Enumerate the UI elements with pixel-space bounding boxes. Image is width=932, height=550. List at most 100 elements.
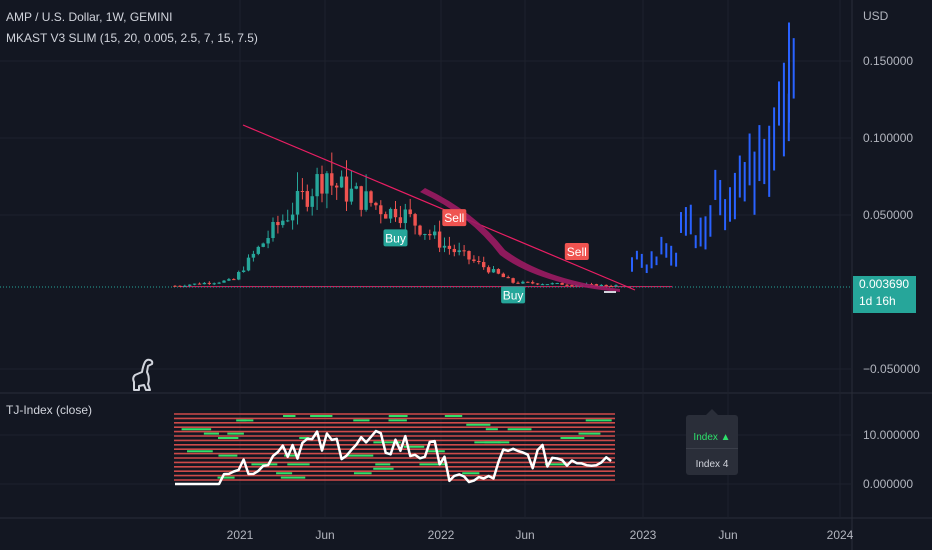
candle-body [310,196,314,207]
candle-body [227,279,231,281]
sell-signal: Sell [564,242,589,260]
last-price-tag: 0.003690 1d 16h [853,276,916,313]
x-tick-label: 2023 [630,528,657,542]
signal-badge [383,229,408,247]
signal-label: Buy [385,231,406,245]
candle-body [609,285,613,287]
candle-body [511,278,515,283]
candle-body [437,231,442,248]
candle-body [398,217,403,224]
signal-label: Sell [444,211,464,225]
x-tick-label: Jun [718,528,737,542]
buy-signal: Buy [501,286,526,304]
sub-y-tick-label: 0.000000 [863,477,913,491]
candle-body [526,281,530,283]
candle-body [545,284,550,286]
currency-label: USD [863,9,889,23]
symbol-title[interactable]: AMP / U.S. Dollar, 1W, GEMINI [6,10,173,24]
candle-body [315,174,319,197]
candle-body [452,248,456,253]
candle-body [335,185,339,188]
candle-body [521,281,525,284]
candle-body [457,250,461,253]
x-tick-label: 2024 [827,528,854,542]
candle-body [433,231,437,236]
sub-y-tick-label: 10.000000 [863,428,920,442]
candle-body [349,188,354,202]
candle-body [540,284,545,286]
buy-signal: Buy [383,229,408,247]
candle-body [467,251,471,260]
signal-label: Buy [503,288,524,302]
candle-body [477,261,481,263]
candle-body [251,253,256,258]
candle-body [379,205,383,215]
candle-body [614,285,618,287]
candle-body [281,220,285,226]
dino-logo-icon[interactable] [128,358,156,392]
candle-body [496,269,501,274]
candle-body [442,245,447,248]
x-tick-label: Jun [315,528,334,542]
candle-body [516,282,520,284]
tj-index-line [175,429,612,486]
candle-body [506,277,510,279]
candle-body [202,282,207,285]
candle-body [212,283,216,285]
descending-trendline [242,124,636,291]
signal-label: Sell [567,245,587,259]
signal-badge [501,286,526,304]
candle-body [261,243,265,247]
bar-countdown: 1d 16h [859,294,896,308]
y-tick-label: 0.100000 [863,131,913,145]
index-tooltip: Index ▲ Index 4 [686,409,738,475]
candle-body [447,245,452,249]
candle-body [364,191,368,210]
candle-body [330,173,334,186]
candle-body [271,221,275,239]
candle-body [604,284,608,286]
candle-body [599,284,603,287]
candle-body [246,257,251,271]
candle-body [374,202,378,206]
candle-body [232,279,236,281]
candle-body [222,280,226,283]
candle-body [354,186,358,189]
candle-body [237,272,241,280]
candle-body [570,285,574,287]
x-tick-label: 2022 [428,528,455,542]
candle-body [560,283,564,285]
candle-body [486,267,491,273]
candle-body [359,186,363,210]
candle-body [491,269,496,273]
candle-body [325,173,329,194]
tooltip-line-1: Index ▲ [693,432,731,443]
candle-body [286,220,290,222]
candle-body [384,214,388,219]
candle-body [462,250,466,252]
candle-body [217,282,221,284]
y-tick-label: 0.150000 [863,54,913,68]
candle-body [266,238,270,244]
candle-body [408,209,412,215]
y-tick-label: 0.050000 [863,208,913,222]
candle-body [339,176,344,188]
candle-body [290,214,295,221]
candle-body [413,214,417,226]
candle-body [192,283,197,285]
candle-body [550,283,554,285]
candle-body [295,191,300,215]
candle-body [207,282,211,284]
tooltip-line-2: Index 4 [695,459,729,470]
indicator-title[interactable]: MKAST V3 SLIM (15, 20, 0.005, 2.5, 7, 15… [6,31,258,45]
sub-indicator-title[interactable]: TJ-Index (close) [6,403,93,417]
candle-body [428,234,432,236]
candle-body [472,259,476,262]
candle-body [531,282,535,284]
end-marker [604,291,616,293]
candle-body [393,208,398,218]
candle-body [344,176,349,202]
candle-body [276,221,280,226]
x-tick-label: Jun [515,528,534,542]
